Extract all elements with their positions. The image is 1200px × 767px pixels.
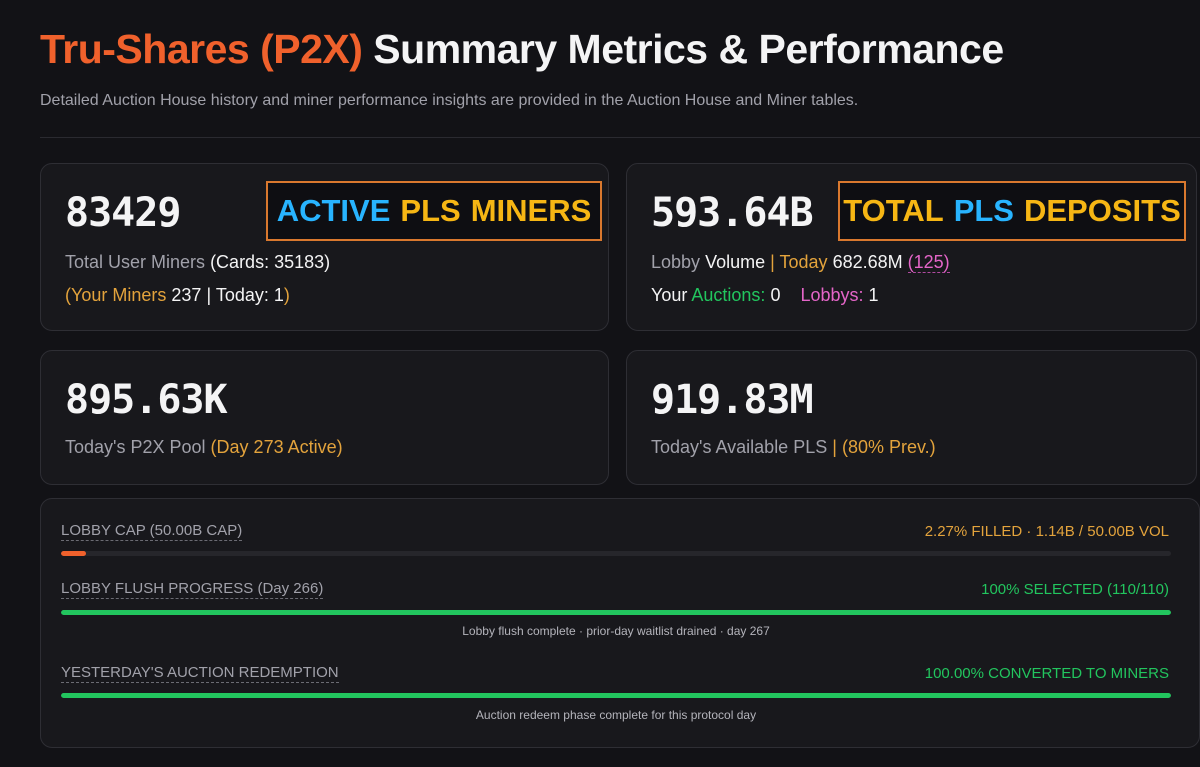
your-miners-count: 237: [171, 285, 202, 305]
progress-card: LOBBY CAP (50.00B CAP) 2.27% FILLED · 1.…: [40, 498, 1200, 748]
page-title: Tru-Shares (P2X) Summary Metrics & Perfo…: [40, 26, 1004, 73]
your-miners-line: (Your Miners 237 | Today: 1): [65, 285, 290, 305]
auctions-label: Auctions:: [691, 285, 766, 305]
auction-redemption-bar: [61, 693, 1171, 698]
your-activity-line: Your Auctions: 0 Lobbys: 1: [651, 285, 879, 306]
lobby-flush-value: 100% SELECTED (110/110): [981, 581, 1169, 598]
active-pls-miners-tag: ACTIVE PLS MINERS: [266, 181, 602, 241]
auction-redemption-label[interactable]: YESTERDAY'S AUCTION REDEMPTION: [61, 664, 339, 683]
lobby-cap-value: 2.27% FILLED · 1.14B / 50.00B VOL: [924, 523, 1169, 540]
available-pls-value: 919.83M: [651, 377, 814, 423]
lobby-flush-bar: [61, 610, 1171, 615]
page-title-accent: Tru-Shares (P2X): [40, 26, 363, 72]
today-volume-value: 682.68M: [832, 252, 903, 272]
lobby-volume-line: Lobby Volume | Today 682.68M (125): [651, 252, 950, 273]
lobby-flush-fill: [61, 610, 1171, 615]
total-user-miners-label: Total User Miners: [65, 252, 206, 272]
lobbys-value: 1: [868, 285, 879, 305]
auctions-value: 0: [770, 285, 781, 305]
lobbys-label: Lobbys:: [800, 285, 864, 305]
auction-redemption-fill: [61, 693, 1171, 698]
lobby-cap-bar: [61, 551, 1171, 556]
p2x-pool-card: 895.63K Today's P2X Pool (Day 273 Active…: [40, 350, 609, 485]
available-prev-percent: (80% Prev.): [841, 437, 936, 457]
header-divider: [40, 137, 1200, 138]
your-label: Your: [651, 285, 688, 305]
p2x-pool-label: Today's P2X Pool: [65, 437, 206, 457]
lobby-flush-label[interactable]: LOBBY FLUSH PROGRESS (Day 266): [61, 580, 324, 599]
auction-redemption-value: 100.00% CONVERTED TO MINERS: [924, 665, 1169, 682]
lobby-cap-fill: [61, 551, 87, 556]
lobby-cap-label[interactable]: LOBBY CAP (50.00B CAP): [61, 522, 243, 541]
available-pls-label: Today's Available PLS: [651, 437, 828, 457]
your-miners-label: (Your Miners: [65, 285, 167, 305]
total-user-miners-line: Total User Miners (Cards: 35183): [65, 252, 330, 273]
available-pls-card: 919.83M Today's Available PLS | (80% Pre…: [626, 350, 1197, 485]
auction-redemption-note: Auction redeem phase complete for this p…: [475, 708, 757, 722]
active-miners-value: 83429: [65, 190, 181, 236]
total-pls-deposits-tag: TOTAL PLS DEPOSITS: [838, 181, 1186, 241]
available-pls-line: Today's Available PLS | (80% Prev.): [651, 437, 936, 457]
page-subtitle: Detailed Auction House history and miner…: [40, 92, 859, 109]
p2x-pool-line: Today's P2X Pool (Day 273 Active): [65, 437, 343, 458]
today-miners: Today: 1: [215, 285, 284, 305]
volume-label: Volume: [705, 252, 766, 272]
pool-day-status: (Day 273 Active): [210, 437, 343, 457]
p2x-pool-value: 895.63K: [65, 377, 228, 423]
today-label: Today: [779, 252, 828, 272]
cards-count: (Cards: 35183): [210, 252, 331, 272]
lobby-label: Lobby: [651, 252, 701, 272]
page-title-rest: Summary Metrics & Performance: [373, 26, 1004, 72]
lobby-volume-value: 593.64B: [651, 190, 814, 236]
lobby-flush-note: Lobby flush complete · prior-day waitlis…: [462, 624, 770, 638]
today-deposit-count[interactable]: (125): [907, 252, 950, 273]
